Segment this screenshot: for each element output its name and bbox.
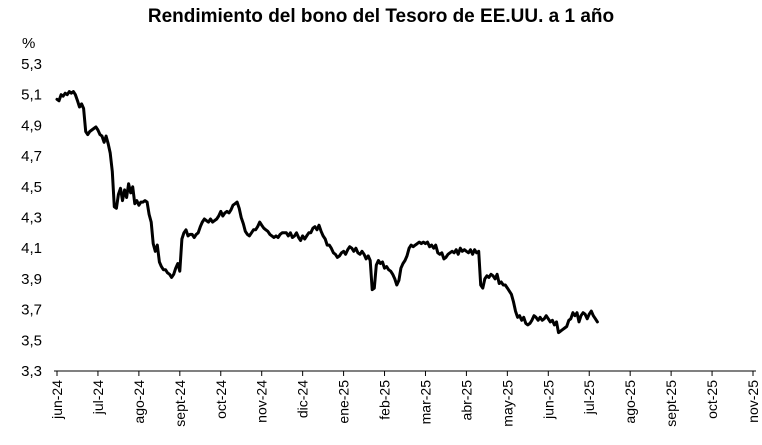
x-tick-label: jun-25 (540, 380, 556, 420)
x-tick-label: nov-24 (254, 380, 270, 423)
x-axis-ticks (56, 371, 754, 376)
x-tick-label: jul-25 (581, 380, 597, 415)
y-tick-label: 4,3 (21, 210, 42, 227)
x-tick-label: ago-25 (622, 380, 638, 424)
x-tick-label: dic-24 (295, 380, 311, 418)
y-axis-unit: % (22, 35, 35, 52)
y-tick-label: 5,3 (21, 56, 42, 73)
y-tick-label: 4,7 (21, 148, 42, 165)
x-tick-label: feb-25 (377, 380, 393, 420)
y-tick-label: 4,1 (21, 240, 42, 257)
x-tick-label: abr-25 (458, 380, 474, 421)
x-tick-label: nov-25 (745, 380, 761, 423)
y-tick-label: 3,9 (21, 271, 42, 288)
x-tick-label: ene-25 (336, 380, 352, 424)
x-tick-label: may-25 (499, 380, 515, 427)
y-tick-label: 4,9 (21, 117, 42, 134)
x-tick-label: sept-24 (172, 380, 188, 427)
x-tick-label: sept-25 (663, 380, 679, 427)
chart-title: Rendimiento del bono del Tesoro de EE.UU… (147, 6, 615, 27)
y-tick-label: 3,5 (21, 332, 42, 349)
x-tick-label: oct-25 (704, 380, 720, 419)
x-tick-label: oct-24 (213, 380, 229, 419)
y-tick-label: 3,3 (21, 363, 42, 380)
y-tick-label: 5,1 (21, 87, 42, 104)
x-axis-labels: jun-24 jul-24 ago-24 sept-24 oct-24 nov-24 dic… (49, 380, 761, 427)
x-tick-label: jul-24 (90, 380, 106, 415)
y-tick-label: 3,7 (21, 302, 42, 319)
series-line (55, 90, 599, 335)
x-tick-label: jun-24 (49, 380, 65, 420)
y-tick-label: 4,5 (21, 179, 42, 196)
x-tick-label: mar-25 (417, 380, 433, 425)
x-tick-label: ago-24 (131, 380, 147, 424)
y-axis-ticks: 5,3 5,1 4,9 4,7 4,5 4,3 4,1 3,9 3,7 3,5 3,3 (21, 56, 42, 380)
